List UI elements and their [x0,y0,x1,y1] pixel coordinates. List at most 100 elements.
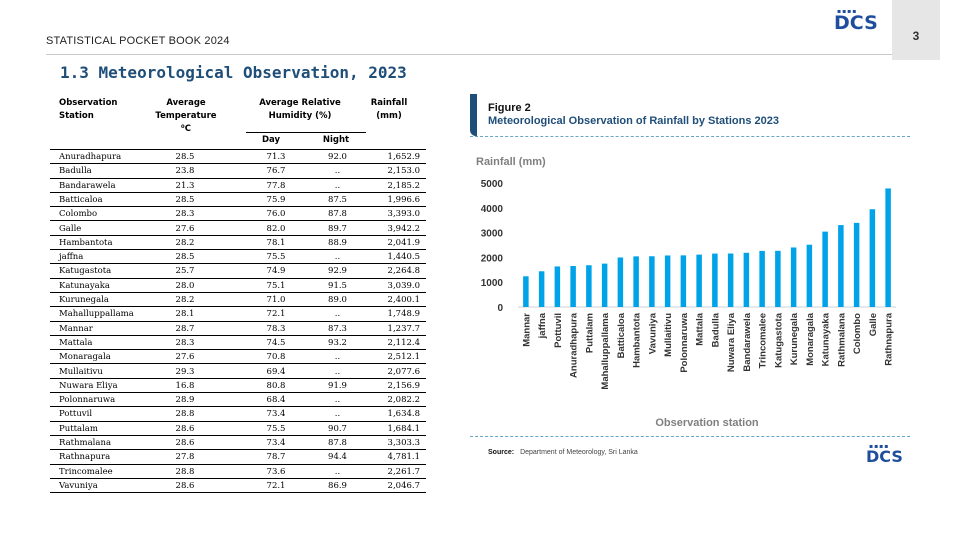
y-tick-label: 5000 [481,179,504,190]
night-humidity-cell: 89.0 [328,295,347,305]
x-tick-label: Puttalam [584,313,595,353]
temperature-cell: 23.8 [175,166,195,177]
temperature-cell: 28.7 [175,323,195,334]
rainfall-cell: 1,440.5 [387,252,420,263]
table-row: Galle 27.6 82.0 89.7 3,942.2 [50,222,426,236]
x-axis-title: Observation station [655,417,759,429]
rainfall-cell: 1,748.9 [387,309,420,320]
bar [586,265,592,307]
station-cell: Mannar [59,323,93,334]
bar [775,250,781,307]
row-rule [50,334,426,336]
station-cell: Katugastota [59,266,112,277]
page-number-box: 3 [892,0,940,60]
table-row: Mannar 28.7 78.3 87.3 1,237.7 [50,322,426,336]
table-row: Hambantota 28.2 78.1 88.9 2,041.9 [50,236,426,251]
rainfall-bar-chart: Rainfall (mm) 0 1000 2000 3000 4000 5000 Mannar… [476,156,896,429]
day-humidity-cell: 70.8 [266,352,286,363]
row-rule [50,363,426,365]
day-humidity-cell: 75.5 [266,252,286,263]
x-tick-label: Rathnapura [884,312,895,366]
temperature-cell: 28.2 [175,237,195,248]
bar [696,254,702,307]
rainfall-cell: 1,996.6 [387,194,420,205]
header-rule [50,149,426,150]
table-row: jaffna 28.5 75.5.. 1,440.5 [50,250,426,265]
row-rule [50,163,426,165]
table-row: Mullaitivu 29.3 69.4.. 2,077.6 [50,365,426,379]
station-cell: Galle [59,223,82,234]
bar [790,247,797,307]
night-humidity-cell: .. [334,309,341,320]
table-row: Batticaloa 28.5 75.9 87.5 1,996.6 [50,193,426,208]
figure-top-divider [470,136,910,137]
day-humidity-cell: 75.9 [266,194,286,205]
day-humidity-cell: 72.1 [266,309,286,320]
night-humidity-cell: 89.7 [328,223,347,234]
x-tick-label: Mahalluppallama [600,312,611,389]
day-humidity-cell: 80.8 [266,380,286,391]
temperature-cell: 25.7 [175,266,195,277]
night-humidity-cell: .. [334,352,341,363]
day-humidity-cell: 78.1 [266,237,286,248]
x-tick-label: Batticaloa [616,312,627,358]
temperature-cell: 28.6 [175,480,195,491]
day-humidity-cell: 82.0 [266,223,286,234]
rainfall-cell: 2,400.1 [387,295,420,305]
table-row: Badulla 23.8 76.7.. 2,153.0 [50,164,426,179]
x-tick-label: Monaragala [805,312,816,366]
night-humidity-cell: 93.2 [328,337,347,348]
table-row: Anuradhapura 28.5 71.3 92.0 1,652.9 [50,150,426,165]
night-humidity-cell: 86.9 [328,480,347,491]
table-row: Nuwara Eliya 16.8 80.8 91.9 2,156.9 [50,379,426,394]
night-humidity-cell: .. [334,252,341,263]
night-humidity-cell: .. [334,166,341,177]
temperature-cell: 28.6 [175,438,195,448]
table-row: Puttalam 28.6 75.5 90.7 1,684.1 [50,422,426,436]
x-tick-label: Galle [868,313,879,336]
table-row: Katugastota 25.7 74.9 92.9 2,264.8 [50,264,426,279]
row-rule [50,463,426,465]
station-cell: Bandarawela [59,180,116,191]
night-humidity-cell: 87.8 [328,438,347,448]
station-cell: Colombo [59,209,98,220]
day-humidity-cell: 74.9 [266,266,286,277]
station-cell: Hambantota [59,237,113,248]
y-tick-label: 3000 [481,229,504,240]
row-rule [50,177,426,179]
temperature-cell: 27.6 [175,223,195,234]
night-humidity-cell: .. [334,366,341,377]
row-rule [50,406,426,408]
day-humidity-cell: 77.8 [266,180,286,191]
night-humidity-cell: 88.9 [328,237,347,248]
row-rule [50,434,426,436]
x-tick-label: Colombo [852,313,863,354]
station-cell: Puttalam [59,423,98,434]
header-humidity: Average Relative Humidity (%) [259,98,341,121]
day-humidity-cell: 73.6 [266,466,286,477]
x-tick-label: Mannar [521,313,532,347]
table-row: Colombo 28.3 76.0 87.8 3,393.0 [50,207,426,222]
bar [822,231,828,307]
table-row: Mattala 28.3 74.5 93.2 2,112.4 [50,336,426,351]
bar [759,250,765,307]
temperature-cell: 16.8 [175,380,195,391]
y-axis-title: Rainfall (mm) [476,156,546,168]
header-station: Observation Station [59,98,118,121]
station-cell: Anuradhapura [59,152,122,162]
station-cell: Mullaitivu [59,366,103,377]
rainfall-cell: 2,046.7 [387,480,420,491]
day-humidity-cell: 74.5 [266,337,286,348]
day-humidity-cell: 71.0 [266,295,286,305]
bar [601,263,608,307]
station-cell: Monaragala [59,352,111,363]
day-humidity-cell: 78.7 [266,452,286,463]
bar [554,266,561,307]
rainfall-cell: 2,153.0 [387,166,420,177]
row-rule [50,191,426,193]
night-humidity-cell: 92.0 [328,152,347,162]
temperature-cell: 28.3 [175,209,195,220]
night-humidity-cell: .. [334,466,341,477]
station-cell: Mattala [59,337,93,348]
bar [664,255,671,307]
